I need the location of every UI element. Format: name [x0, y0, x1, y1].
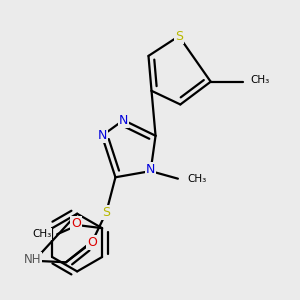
Text: N: N — [146, 163, 155, 176]
Text: NH: NH — [24, 253, 41, 266]
Text: O: O — [87, 236, 97, 249]
Text: S: S — [175, 30, 183, 43]
Text: CH₃: CH₃ — [32, 229, 51, 239]
Text: CH₃: CH₃ — [250, 75, 269, 85]
Text: CH₃: CH₃ — [187, 174, 206, 184]
Text: S: S — [102, 206, 110, 219]
Text: N: N — [119, 114, 128, 127]
Text: O: O — [71, 217, 81, 230]
Text: N: N — [97, 129, 106, 142]
